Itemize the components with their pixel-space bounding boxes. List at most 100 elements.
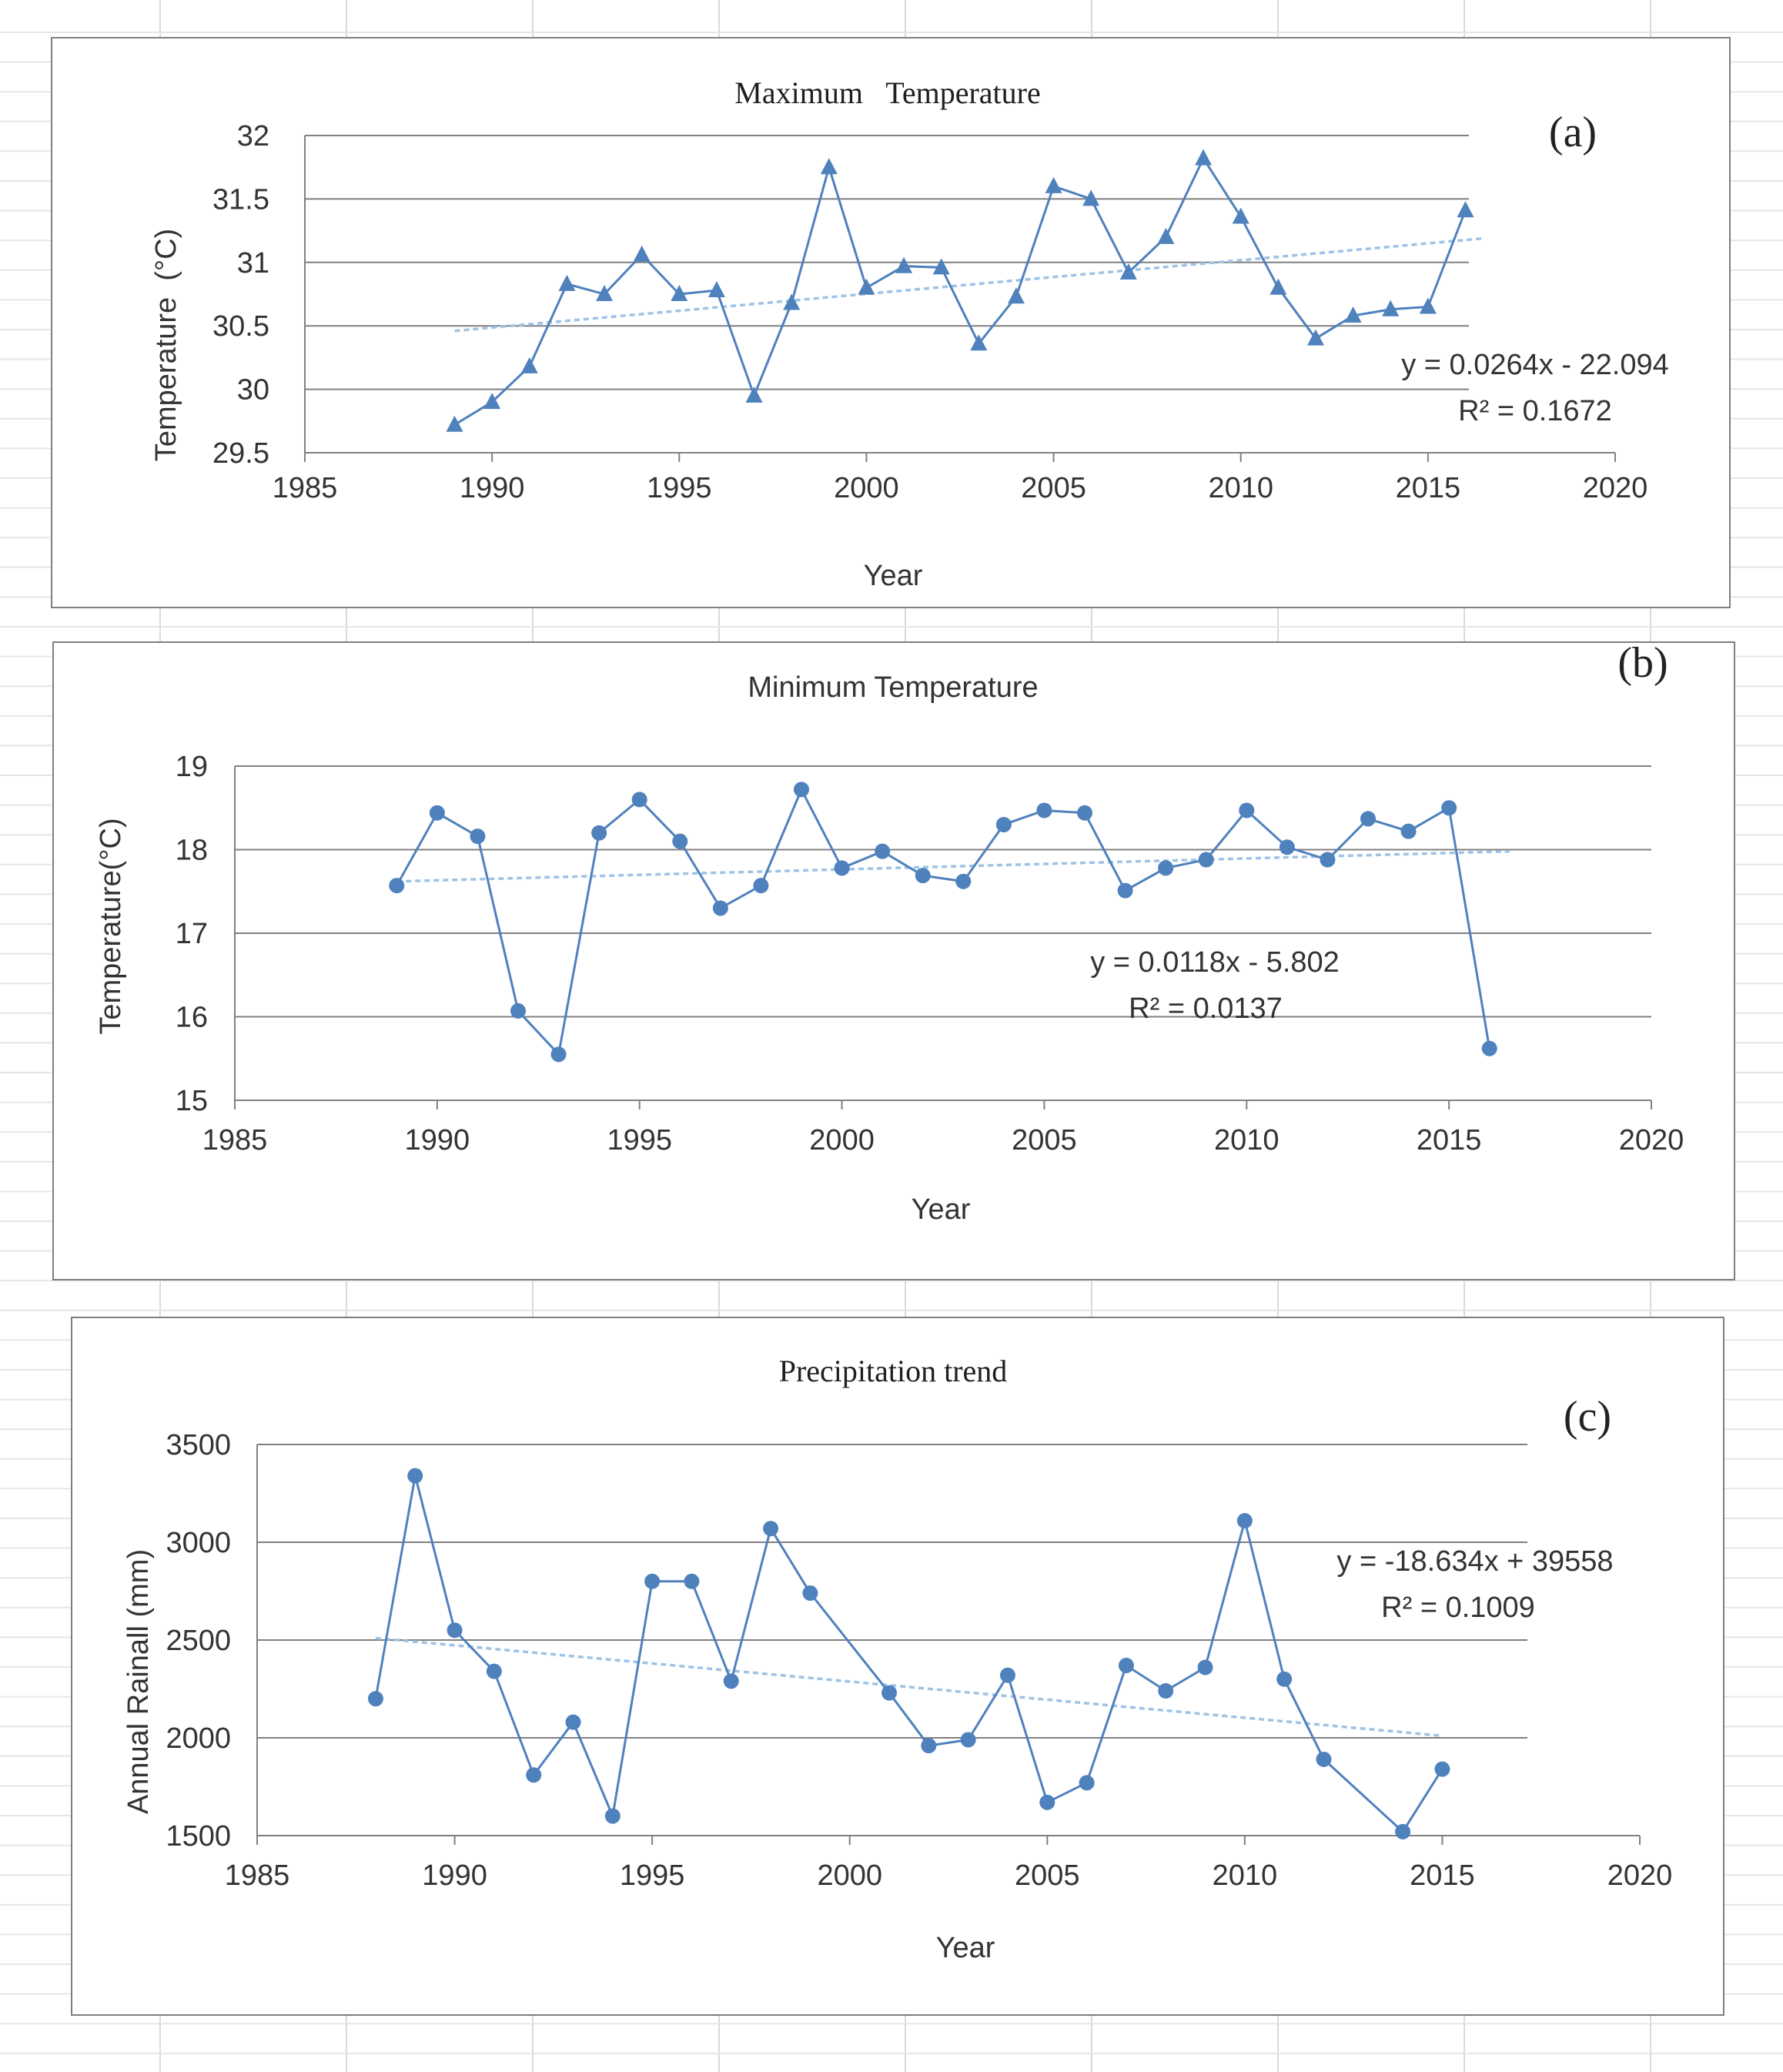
x-axis-label: Year xyxy=(936,1932,995,1964)
data-point xyxy=(510,1003,526,1019)
y-tick-label: 2000 xyxy=(166,1722,231,1755)
trendline xyxy=(454,236,1484,333)
data-point xyxy=(834,860,850,876)
series-line xyxy=(453,156,1467,426)
plot-area: 29.5 30 30.5 31 31.5 32 1985 1990 1995 2000 2005 20… xyxy=(212,120,1648,504)
trendline xyxy=(396,849,1510,883)
x-tick-label: 2005 xyxy=(1012,1124,1077,1157)
data-point xyxy=(1344,306,1362,323)
y-tick-label: 2500 xyxy=(166,1625,231,1657)
data-point xyxy=(1045,176,1062,193)
min-temperature-chart: Minimum Temperature (b) 15 16 17 18 19 1985 19… xyxy=(95,643,1684,1226)
data-point xyxy=(1117,882,1133,899)
data-point xyxy=(753,878,769,894)
data-point xyxy=(1316,1751,1332,1767)
data-point xyxy=(1276,1671,1293,1687)
data-point xyxy=(1434,1761,1450,1777)
data-point xyxy=(763,1521,779,1537)
chart-title: Precipitation trend xyxy=(779,1354,1008,1388)
x-tick-label: 1995 xyxy=(647,472,712,504)
data-point xyxy=(999,1667,1015,1683)
data-point xyxy=(429,805,445,821)
data-point xyxy=(802,1585,818,1602)
y-tick-label: 16 xyxy=(176,1002,208,1034)
data-point xyxy=(596,285,614,301)
data-point xyxy=(1079,1775,1095,1791)
trendline-r-squared: R² = 0.1672 xyxy=(1458,395,1612,427)
data-point xyxy=(921,1738,937,1754)
data-point xyxy=(483,393,501,410)
data-point xyxy=(1077,805,1092,821)
x-tick-label: 1985 xyxy=(202,1124,268,1157)
data-point xyxy=(915,868,931,884)
x-tick-label: 2015 xyxy=(1410,1859,1475,1892)
x-tick-label: 2020 xyxy=(1619,1124,1684,1157)
y-axis-label: Temperature (°C) xyxy=(150,229,182,461)
data-point xyxy=(1395,1823,1411,1839)
y-tick-label: 15 xyxy=(176,1085,208,1117)
y-tick-label: 18 xyxy=(176,835,208,867)
data-point xyxy=(708,281,725,298)
data-point xyxy=(820,158,838,175)
data-point xyxy=(1036,802,1052,818)
data-point xyxy=(1039,1794,1055,1810)
data-point xyxy=(1118,1658,1134,1674)
y-tick-label: 30 xyxy=(237,374,269,407)
trendline-equation: y = 0.0264x - 22.094 xyxy=(1401,349,1669,381)
data-point xyxy=(1360,811,1376,827)
data-point xyxy=(1157,227,1175,244)
chart-title: Minimum Temperature xyxy=(748,671,1038,704)
precipitation-chart: Precipitation trend (c) 1500 2000 2500 3000… xyxy=(122,1354,1673,1964)
data-point xyxy=(1158,1683,1174,1699)
x-tick-label: 1990 xyxy=(405,1124,470,1157)
data-point xyxy=(712,900,728,916)
data-point xyxy=(794,782,809,798)
data-point xyxy=(1306,329,1324,346)
y-tick-label: 17 xyxy=(176,918,208,950)
data-point xyxy=(470,828,486,845)
data-point xyxy=(447,1622,463,1639)
x-tick-label: 1995 xyxy=(607,1124,672,1157)
y-tick-label: 30.5 xyxy=(212,310,269,343)
data-point xyxy=(1232,207,1249,224)
data-point xyxy=(1158,860,1174,876)
plot-area: 15 16 17 18 19 1985 1990 1995 2000 2005 2010 2015 20… xyxy=(176,751,1684,1157)
data-point xyxy=(644,1573,661,1589)
y-axis-label: Temperature(°C) xyxy=(95,818,127,1034)
x-tick-label: 2005 xyxy=(1021,472,1086,504)
x-tick-label: 1990 xyxy=(460,472,525,504)
data-point xyxy=(960,1732,976,1748)
data-point xyxy=(895,256,913,273)
data-point xyxy=(1382,300,1400,316)
data-point xyxy=(1197,1659,1213,1675)
data-point xyxy=(995,816,1012,832)
data-point xyxy=(1236,1513,1253,1529)
data-point xyxy=(1007,287,1025,304)
x-tick-label: 1990 xyxy=(422,1859,487,1892)
data-point xyxy=(1239,802,1255,818)
data-point xyxy=(881,1685,898,1701)
data-point xyxy=(550,1046,567,1063)
trendline-equation: y = 0.0118x - 5.802 xyxy=(1090,946,1340,979)
y-tick-label: 3000 xyxy=(166,1527,231,1559)
data-point xyxy=(1400,823,1417,839)
data-point xyxy=(1419,297,1437,314)
x-tick-label: 2005 xyxy=(1015,1859,1080,1892)
x-tick-label: 2010 xyxy=(1208,472,1273,504)
data-point xyxy=(520,356,538,373)
data-point xyxy=(1457,201,1474,218)
data-point xyxy=(1279,839,1295,855)
x-tick-label: 2020 xyxy=(1607,1859,1673,1892)
x-tick-label: 2000 xyxy=(809,1124,875,1157)
data-point xyxy=(1270,278,1287,295)
y-tick-label: 31.5 xyxy=(212,183,269,216)
y-axis-label: Annual Rainall (mm) xyxy=(122,1549,155,1814)
data-point xyxy=(591,825,607,841)
x-tick-label: 2000 xyxy=(817,1859,882,1892)
x-axis-label: Year xyxy=(912,1193,971,1226)
data-point xyxy=(565,1714,581,1730)
y-tick-label: 29.5 xyxy=(212,437,269,470)
y-tick-label: 19 xyxy=(176,751,208,783)
data-point xyxy=(932,258,950,275)
x-tick-label: 1985 xyxy=(225,1859,290,1892)
